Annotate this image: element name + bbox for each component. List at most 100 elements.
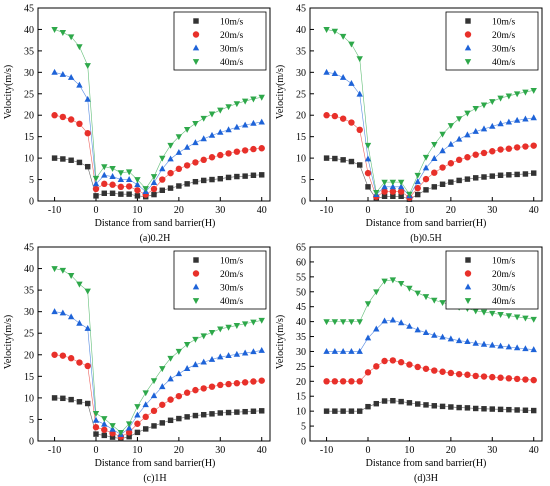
panel-d-xtick-label: 40 [529, 445, 539, 456]
panel-d-series-2-point [373, 325, 380, 332]
panel-c-series-1-point [125, 429, 133, 436]
panel-c-ytick-label: 30 [24, 307, 34, 318]
panel-c-series-1-point [101, 426, 108, 433]
panel-d-series-0-point [431, 403, 438, 409]
panel-a-legend-marker-3 [192, 59, 200, 66]
panel-d-series-1-point [447, 369, 455, 377]
panel-c-legend: 10m/s 20m/s 30m/s 40m/s [173, 250, 267, 310]
panel-d-ylabel: Velocity(m/s) [275, 315, 286, 369]
panel-d-series-1-point [472, 372, 479, 380]
panel-b-series-0-point [390, 193, 396, 200]
panel-d-series-1-point [439, 368, 446, 375]
panel-a-ytick-label: 30 [24, 68, 34, 79]
panel-a-series-0-point [209, 176, 215, 183]
panel-a-series-1-point [59, 113, 67, 121]
panel-a-series-2-point [233, 123, 241, 130]
panel-c-series-0 [51, 395, 265, 442]
panel-a-series-3-point [258, 94, 265, 101]
panel-a-ytick-label: 35 [24, 46, 34, 57]
panel-d-xtick-label: 20 [446, 445, 456, 456]
panel-b-series-1-point [464, 154, 471, 161]
panel-c-legend-label-1: 20m/s [220, 270, 244, 280]
panel-c-series-0-point [68, 396, 74, 403]
panel-c-series-0-point [151, 423, 157, 429]
panel-b-xtick-label: 20 [446, 205, 456, 216]
panel-d-series-2-point [389, 316, 397, 323]
panel-c-series-0-point [192, 412, 199, 419]
panel-d-series-1-point [497, 374, 504, 381]
panel-b-series-0-point [423, 187, 429, 193]
panel-c-xtick-label: -10 [48, 445, 61, 456]
panel-d-series-0-point [356, 408, 363, 414]
panel-c-series-2-point [241, 349, 249, 356]
panel-b-series-0-point [356, 162, 363, 168]
panel-c-series-3-point [84, 288, 91, 295]
panel-c-series-2-point [250, 348, 257, 355]
panel-a-series-3-point [101, 164, 108, 171]
panel-d-series-0 [323, 397, 537, 414]
panel-b-ytick-label: 20 [296, 111, 306, 122]
panel-b-series-2-point [356, 90, 363, 97]
panel-c-series-1-point [217, 381, 224, 389]
panel-c-legend-label-3: 40m/s [220, 297, 244, 307]
panel-a-frame [37, 7, 271, 202]
panel-b-series-2-point [389, 183, 397, 190]
panel-d-series-0-point [489, 406, 496, 412]
panel-d-series-3-point [373, 289, 380, 296]
panel-a-series-2-point [59, 70, 67, 77]
panel-d-series-3-point [480, 309, 488, 316]
panel-c-series-3-point [142, 390, 149, 397]
panel-a-series-1-point [101, 180, 108, 188]
panel-b-series-1-point [323, 112, 330, 119]
panel-b-xtick-label: 40 [529, 205, 539, 216]
panel-c-series-3 [51, 266, 265, 436]
panel-c-series-3-point [250, 319, 257, 326]
panel-b-series-2-point [505, 118, 513, 125]
panel-d-series-2-point [431, 331, 438, 338]
panel-a-series-2-point [192, 139, 199, 146]
panel-a-series-2-point [125, 176, 133, 182]
panel-c-xtick-label: 20 [174, 445, 184, 456]
panel-a-series-1-point [183, 162, 191, 169]
panel-c-legend-marker-2 [192, 283, 200, 290]
panel-b-series-1-point [530, 142, 537, 149]
panel-b-legend-marker-2 [464, 44, 472, 51]
panel-b-series-1-point [522, 143, 529, 150]
panel-a-series-1-point [76, 120, 83, 128]
panel-b-series-0-point [381, 193, 388, 200]
panel-d-series-0-point [381, 398, 388, 404]
panel-d-series-0-point [472, 405, 479, 412]
panel-b-series-2-point [530, 114, 537, 121]
panel-a-series-2-point [200, 135, 207, 142]
panel-d-frame [309, 246, 543, 442]
panel-b-ytick-label: 5 [301, 175, 306, 186]
panel-b-series-2-point [323, 68, 330, 75]
panel-b-series-3-point [323, 27, 330, 33]
panel-c-series-0-point [159, 420, 166, 426]
panel-c-series-3-point [258, 317, 265, 324]
panel-c-series-0-point [167, 417, 174, 424]
panel-a-series-1-point [125, 183, 133, 190]
panel-a-series-1-point [117, 183, 125, 191]
panel-a-series-3-point [233, 101, 241, 108]
panel-c-series-3-point [241, 321, 249, 328]
panel-b-series-2-point [414, 178, 421, 185]
panel-b-series-3-point [447, 123, 455, 130]
panel-a-series-3-point [217, 107, 224, 114]
panel-b-xtick-label: -10 [320, 205, 333, 216]
panel-c-series-0-point [225, 409, 232, 416]
panel-d-series-3-point [513, 314, 521, 321]
panel-a-series-0-point [176, 183, 182, 189]
panel-b-legend-label-0: 10m/s [492, 18, 516, 28]
panel-d-series-2-point [422, 329, 430, 336]
panel-a-series-0-point [51, 155, 58, 161]
panel-b-series-3-point [530, 87, 537, 94]
panel-b-series-1-point [414, 184, 421, 192]
panel-c-legend-marker-1 [192, 270, 200, 277]
panel-a-series-3-point [109, 166, 116, 172]
panel-b-series-3-point [331, 28, 339, 35]
panel-b-legend-marker-3 [464, 59, 472, 66]
panel-b-series-2-point [522, 115, 529, 122]
panel-d-series-1-point [389, 357, 397, 364]
panel-a-series-3-point [117, 170, 125, 177]
